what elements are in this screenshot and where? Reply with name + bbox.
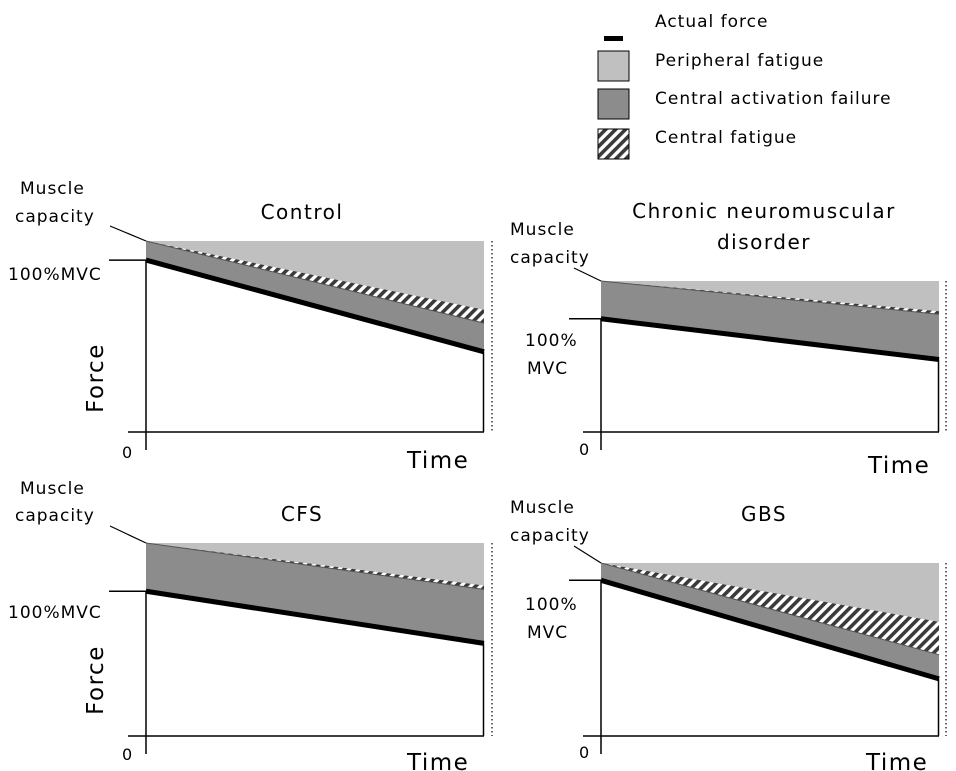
legend-label-central-fatigue: Central fatigue bbox=[655, 128, 797, 148]
capacity-leader-line bbox=[573, 267, 602, 282]
x-axis-label: Time bbox=[406, 750, 469, 771]
x-axis-label: Time bbox=[406, 448, 469, 474]
capacity-leader-line bbox=[109, 525, 147, 544]
muscle-capacity-label: Muscle bbox=[20, 479, 85, 499]
muscle-capacity-label: capacity bbox=[15, 506, 95, 526]
panel-chronic: Chronic neuromuscular disorder Muscle capac… bbox=[510, 199, 947, 479]
origin-label: 0 bbox=[122, 745, 132, 764]
legend-item-central-activation-failure: Central activation failure bbox=[597, 88, 892, 120]
mvc-label: 100%MVC bbox=[8, 265, 102, 285]
panel-control: Control Muscle capacity 100%MVC Force Time 0 bbox=[8, 179, 493, 474]
legend: Actual force Peripheral fatigue Central … bbox=[597, 12, 892, 160]
force-area bbox=[601, 580, 939, 736]
muscle-capacity-label: capacity bbox=[510, 526, 590, 546]
actual-force-line bbox=[600, 577, 940, 682]
mvc-label: MVC bbox=[527, 623, 568, 643]
force-area bbox=[146, 260, 484, 432]
actual-force-line bbox=[600, 316, 940, 363]
legend-label-actual-force: Actual force bbox=[655, 12, 768, 32]
force-area bbox=[146, 591, 484, 736]
muscle-capacity-label: Muscle bbox=[510, 220, 575, 240]
force-area bbox=[601, 318, 939, 432]
legend-swatch-central-activation-failure bbox=[597, 88, 630, 120]
y-axis-label: Force bbox=[83, 343, 109, 413]
legend-label-peripheral-fatigue: Peripheral fatigue bbox=[655, 51, 824, 71]
capacity-leader-line bbox=[109, 225, 147, 242]
actual-force-line bbox=[145, 257, 485, 355]
origin-label: 0 bbox=[579, 440, 589, 459]
capacity-decline-line bbox=[600, 562, 940, 656]
mvc-label: MVC bbox=[527, 359, 568, 379]
legend-swatch-actual-force bbox=[604, 36, 623, 41]
actual-force-line bbox=[145, 588, 485, 646]
mvc-label: 100%MVC bbox=[8, 603, 102, 623]
capacity-decline-line bbox=[600, 280, 940, 315]
panel-title: Control bbox=[261, 200, 344, 224]
panel-gbs: GBS Muscle capacity 100% MVC Time 0 bbox=[510, 498, 947, 771]
panel-cfs: CFS Muscle capacity 100%MVC Force Time 0 bbox=[8, 479, 493, 771]
panel-title: GBS bbox=[741, 502, 787, 526]
panel-title: Chronic neuromuscular bbox=[632, 199, 896, 223]
legend-swatch-central-fatigue bbox=[597, 128, 630, 160]
muscle-capacity-label: Muscle bbox=[510, 498, 575, 518]
mvc-label: 100% bbox=[525, 595, 578, 615]
legend-label-central-activation-failure: Central activation failure bbox=[655, 89, 892, 109]
capacity-decline-line bbox=[145, 240, 485, 324]
legend-item-peripheral-fatigue: Peripheral fatigue bbox=[597, 50, 824, 82]
mvc-label: 100% bbox=[525, 331, 578, 351]
panels: ControlMusclecapacity100%MVCForceTime0Ch… bbox=[8, 179, 947, 771]
panel-title: CFS bbox=[281, 502, 323, 526]
capacity-leader-line bbox=[573, 545, 602, 564]
panel-title: disorder bbox=[717, 230, 811, 254]
legend-item-central-fatigue: Central fatigue bbox=[597, 128, 797, 160]
y-axis-label: Force bbox=[83, 645, 109, 715]
muscle-capacity-label: Muscle bbox=[20, 179, 85, 199]
muscle-capacity-label: capacity bbox=[15, 207, 95, 227]
capacity-decline-line bbox=[145, 542, 485, 590]
x-axis-label: Time bbox=[867, 453, 930, 479]
legend-swatch-peripheral-fatigue bbox=[597, 50, 630, 82]
muscle-capacity-label: capacity bbox=[510, 248, 590, 268]
origin-label: 0 bbox=[579, 743, 589, 762]
x-axis-label: Time bbox=[865, 750, 928, 771]
origin-label: 0 bbox=[122, 443, 132, 462]
legend-item-actual-force: Actual force bbox=[604, 12, 768, 41]
